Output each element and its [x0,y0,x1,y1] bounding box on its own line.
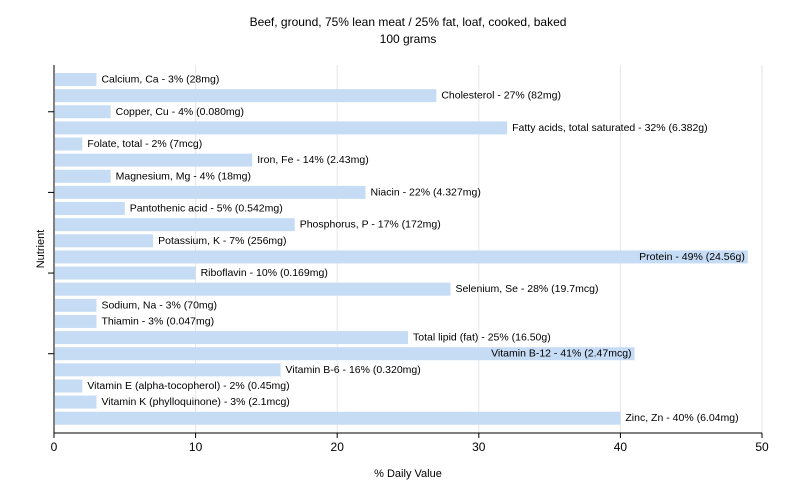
bar-layer: Calcium, Ca - 3% (28mg) Cholesterol - 27%… [55,73,748,425]
bar-label: Iron, Fe - 14% (2.43mg) [257,154,368,166]
bar [55,411,621,425]
bar [55,395,97,409]
bar-label: Sodium, Na - 3% (70mg) [101,299,217,311]
bar [55,347,635,361]
bar [55,105,111,119]
bar [55,137,83,151]
bar [55,169,111,183]
bar [55,363,281,377]
x-tick-label: 0 [51,440,58,454]
chart-title-block: Beef, ground, 75% lean meat / 25% fat, l… [0,14,800,48]
bar [55,218,295,232]
bar [55,89,437,103]
bar-label: Cholesterol - 27% (82mg) [441,90,561,102]
bar-label: Riboflavin - 10% (0.169mg) [201,267,328,279]
bar-label: Folate, total - 2% (7mcg) [87,138,202,150]
bar [55,379,83,393]
grid-layer [195,65,763,433]
bar-label: Niacin - 22% (4.327mg) [371,186,481,198]
bar-label: Potassium, K - 7% (256mg) [158,235,286,247]
x-tick-label: 50 [755,440,769,454]
bar-label: Zinc, Zn - 40% (6.04mg) [625,412,738,424]
bar [55,234,154,248]
bar [55,331,408,345]
bar [55,298,97,312]
bar [55,250,748,264]
y-axis-title: Nutrient [35,230,47,269]
bar-label: Calcium, Ca - 3% (28mg) [101,74,219,86]
x-tick-label: 10 [189,440,203,454]
chart-subtitle: 100 grams [379,32,437,46]
bar-label: Copper, Cu - 4% (0.080mg) [116,106,244,118]
bar-label: Vitamin B-12 - 41% (2.47mcg) [491,348,631,360]
bar [55,121,508,135]
x-tick-label: 40 [614,440,628,454]
bar-label: Fatty acids, total saturated - 32% (6.38… [512,122,708,134]
bar-label: Vitamin B-6 - 16% (0.320mg) [286,364,421,376]
axis-layer: 0 10 20 30 40 50 [48,65,769,454]
bar [55,153,253,167]
bar-label: Thiamin - 3% (0.047mg) [101,315,214,327]
bar [55,73,97,86]
bar-label: Total lipid (fat) - 25% (16.50g) [413,332,551,344]
x-tick-label: 20 [331,440,345,454]
bar-label: Vitamin E (alpha-tocopherol) - 2% (0.45m… [87,380,289,392]
bar-label: Vitamin K (phylloquinone) - 3% (2.1mcg) [101,396,289,408]
bar [55,282,451,296]
bar [55,202,125,216]
bar-label: Protein - 49% (24.56g) [639,251,745,263]
x-tick-label: 30 [472,440,486,454]
chart-title: Beef, ground, 75% lean meat / 25% fat, l… [249,15,567,29]
bar [55,185,366,199]
bar [55,266,196,280]
x-axis-title: % Daily Value [374,468,442,480]
bar-label: Magnesium, Mg - 4% (18mg) [116,170,251,182]
bar-label: Phosphorus, P - 17% (172mg) [300,219,441,231]
bar-label: Selenium, Se - 28% (19.7mcg) [455,283,598,295]
bar [55,314,97,328]
bar-label: Pantothenic acid - 5% (0.542mg) [130,203,283,215]
